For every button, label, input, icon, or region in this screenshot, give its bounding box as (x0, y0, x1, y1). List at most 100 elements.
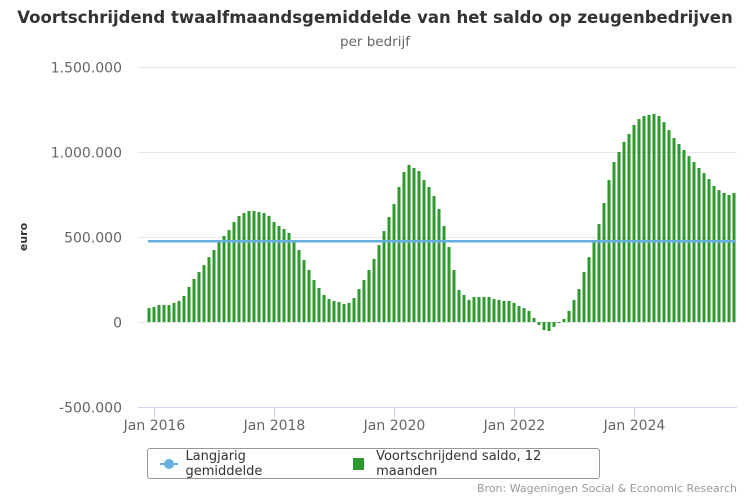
bar[interactable] (507, 300, 511, 322)
bar[interactable] (222, 235, 226, 322)
bar[interactable] (527, 310, 531, 322)
bar[interactable] (447, 247, 451, 322)
bar[interactable] (322, 294, 326, 322)
bar[interactable] (437, 208, 441, 322)
bar[interactable] (512, 302, 516, 322)
bar[interactable] (317, 288, 321, 322)
bar[interactable] (357, 289, 361, 322)
bar[interactable] (632, 124, 636, 322)
bar[interactable] (367, 269, 371, 322)
bar[interactable] (552, 322, 556, 327)
bar[interactable] (532, 317, 536, 322)
bar[interactable] (622, 141, 626, 322)
bar[interactable] (517, 306, 521, 322)
bar[interactable] (252, 210, 256, 322)
bar[interactable] (307, 269, 311, 322)
bar[interactable] (567, 310, 571, 322)
bar[interactable] (602, 203, 606, 322)
bar[interactable] (452, 269, 456, 322)
bar[interactable] (657, 115, 661, 323)
bar[interactable] (487, 297, 491, 322)
bar[interactable] (192, 278, 196, 322)
bar[interactable] (627, 133, 631, 322)
bar[interactable] (422, 180, 426, 322)
bar[interactable] (332, 300, 336, 322)
bar[interactable] (152, 307, 156, 322)
bar[interactable] (352, 298, 356, 322)
bar[interactable] (522, 308, 526, 322)
bar[interactable] (662, 122, 666, 322)
bar[interactable] (607, 180, 611, 322)
bar[interactable] (672, 138, 676, 322)
bar[interactable] (642, 115, 646, 323)
bar[interactable] (337, 301, 341, 322)
legend-item-saldo[interactable]: Voortschrijdend saldo, 12 maanden (335, 449, 600, 479)
bar[interactable] (477, 297, 481, 322)
bar[interactable] (182, 295, 186, 322)
bar[interactable] (242, 213, 246, 322)
bar[interactable] (732, 192, 736, 322)
bar[interactable] (407, 164, 411, 322)
bar[interactable] (177, 300, 181, 322)
bar[interactable] (637, 119, 641, 323)
bar[interactable] (467, 299, 471, 322)
bar[interactable] (587, 257, 591, 322)
bar[interactable] (442, 225, 446, 322)
bar[interactable] (247, 210, 251, 322)
bar[interactable] (547, 322, 551, 332)
bar[interactable] (377, 244, 381, 322)
bar[interactable] (597, 224, 601, 322)
bar[interactable] (667, 130, 671, 322)
bar[interactable] (347, 302, 351, 322)
bar[interactable] (702, 173, 706, 322)
bar[interactable] (557, 322, 561, 324)
bar[interactable] (397, 187, 401, 322)
bar[interactable] (457, 290, 461, 322)
bar[interactable] (617, 152, 621, 322)
bar[interactable] (682, 149, 686, 322)
bar[interactable] (497, 299, 501, 322)
bar[interactable] (162, 305, 166, 322)
bar[interactable] (582, 272, 586, 322)
bar[interactable] (472, 297, 476, 322)
bar[interactable] (342, 303, 346, 322)
bar[interactable] (277, 225, 281, 322)
bar[interactable] (722, 192, 726, 322)
bar[interactable] (427, 187, 431, 322)
bar[interactable] (167, 305, 171, 322)
bar[interactable] (362, 280, 366, 322)
bar[interactable] (687, 156, 691, 322)
bar[interactable] (647, 114, 651, 322)
bar[interactable] (417, 171, 421, 322)
bar[interactable] (382, 231, 386, 322)
bar[interactable] (297, 249, 301, 322)
bar[interactable] (677, 144, 681, 322)
bar[interactable] (697, 167, 701, 322)
bar[interactable] (257, 212, 261, 322)
bar[interactable] (187, 286, 191, 322)
bar[interactable] (312, 280, 316, 322)
bar[interactable] (492, 299, 496, 322)
bar[interactable] (707, 179, 711, 322)
bar[interactable] (207, 257, 211, 322)
bar[interactable] (212, 249, 216, 322)
bar[interactable] (227, 230, 231, 322)
bar[interactable] (237, 215, 241, 322)
bar[interactable] (172, 302, 176, 322)
bar[interactable] (592, 241, 596, 322)
legend-item-average[interactable]: Langjarig gemiddelde (160, 449, 323, 479)
bar[interactable] (202, 265, 206, 322)
bar[interactable] (432, 196, 436, 322)
bar[interactable] (272, 222, 276, 322)
bar[interactable] (712, 186, 716, 322)
bar[interactable] (482, 297, 486, 322)
bar[interactable] (282, 229, 286, 322)
bar[interactable] (652, 113, 656, 322)
bar[interactable] (262, 213, 266, 322)
bar[interactable] (287, 232, 291, 322)
bar[interactable] (392, 204, 396, 322)
bar[interactable] (572, 299, 576, 322)
bar[interactable] (402, 172, 406, 322)
bar[interactable] (542, 322, 546, 330)
source-credits[interactable]: Bron: Wageningen Social & Economic Resea… (477, 482, 737, 495)
